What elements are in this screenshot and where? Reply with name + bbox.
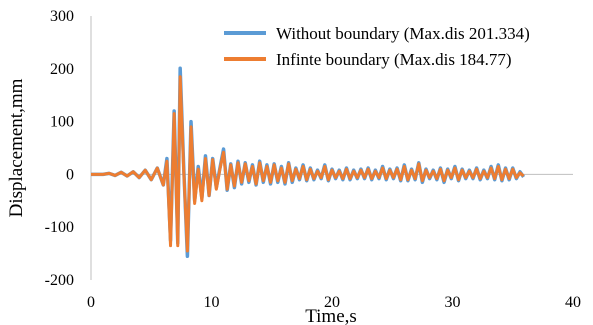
y-tick-label: 300	[50, 8, 74, 25]
series-line-infinite-boundary	[91, 75, 525, 253]
x-tick-label: 10	[204, 294, 220, 311]
series-layer	[91, 66, 526, 258]
legend: Without boundary (Max.dis 201.334) Infin…	[224, 24, 530, 69]
x-tick-label: 20	[324, 294, 340, 311]
x-tick-label: 30	[445, 294, 461, 311]
y-tick-label: -100	[45, 219, 74, 236]
y-tick-label: 100	[50, 114, 74, 131]
y-tick-label: -200	[45, 272, 74, 289]
x-tick-label: 0	[87, 294, 95, 311]
x-axis-title: Time,s	[305, 306, 357, 325]
x-tick-labels: 0 10 20 30 40	[87, 294, 581, 311]
y-axis-title: Displacement,mm	[6, 78, 27, 217]
y-tick-label: 200	[50, 61, 74, 78]
series-line-without-boundary	[91, 66, 526, 258]
legend-label-infinite-boundary: Infinte boundary (Max.dis 184.77)	[276, 50, 512, 69]
x-tick-label: 40	[565, 294, 581, 311]
y-tick-labels: -200 -100 0 100 200 300	[45, 8, 74, 289]
legend-label-without-boundary: Without boundary (Max.dis 201.334)	[276, 24, 530, 43]
y-tick-label: 0	[66, 166, 74, 183]
